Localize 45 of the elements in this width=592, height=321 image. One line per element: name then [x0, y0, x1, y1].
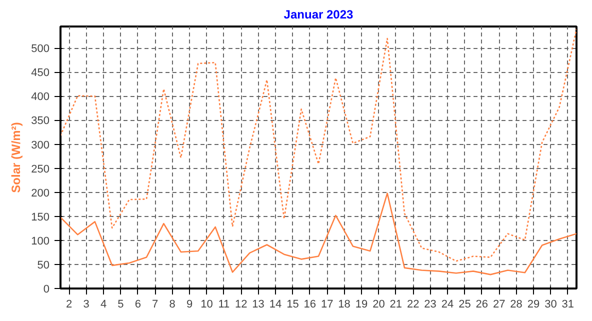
x-tick-label: 18: [338, 298, 350, 310]
x-tick-label: 23: [424, 298, 436, 310]
x-tick-label: 8: [169, 298, 176, 310]
line-series: [60, 28, 576, 262]
y-tick-label: 200: [31, 187, 50, 200]
x-tick-label: 4: [100, 298, 107, 310]
x-tick-label: 6: [134, 298, 141, 310]
x-tick-label: 16: [304, 298, 316, 310]
y-tick-label: 450: [31, 67, 50, 80]
y-tick-label: 500: [31, 43, 50, 56]
y-tick-label: 50: [37, 259, 50, 272]
x-tick-label: 17: [320, 298, 334, 310]
x-tick-label: 28: [510, 298, 522, 310]
y-tick-label: 100: [31, 235, 50, 248]
x-tick-label: 15: [286, 298, 299, 310]
x-tick-label: 27: [492, 298, 506, 310]
x-tick-label: 12: [234, 298, 248, 310]
x-tick-label: 10: [200, 298, 213, 310]
y-tick-label: 150: [31, 211, 50, 224]
x-tick-label: 14: [269, 298, 282, 310]
x-tick-label: 25: [458, 298, 471, 310]
x-tick-label: 26: [476, 298, 488, 310]
x-tick-label: 3: [83, 298, 90, 310]
line-series: [60, 192, 576, 276]
x-tick-label: 30: [544, 298, 557, 310]
y-tick-label: 250: [31, 163, 50, 176]
x-tick-label: 24: [441, 298, 454, 310]
y-axis-title: Solar (W/m²): [9, 122, 24, 193]
x-tick-label: 7: [152, 298, 158, 310]
x-tick-label: 9: [186, 298, 193, 310]
x-tick-label: 22: [406, 298, 420, 310]
x-tick-label: 11: [218, 298, 230, 310]
x-tick-label: 29: [527, 298, 540, 310]
x-tick-label: 21: [390, 298, 402, 310]
x-tick-label: 19: [355, 298, 368, 310]
y-tick-label: 350: [31, 115, 50, 128]
y-tick-label: 0: [43, 284, 50, 296]
x-tick-label: 5: [118, 298, 124, 310]
y-tick-label: 400: [31, 91, 50, 104]
x-tick-label: 20: [372, 298, 385, 310]
x-tick-label: 13: [252, 298, 264, 310]
x-tick-label: 2: [66, 298, 72, 310]
chart-title: Januar 2023: [284, 8, 354, 22]
y-tick-label: 300: [31, 139, 50, 152]
x-tick-label: 31: [562, 298, 574, 310]
